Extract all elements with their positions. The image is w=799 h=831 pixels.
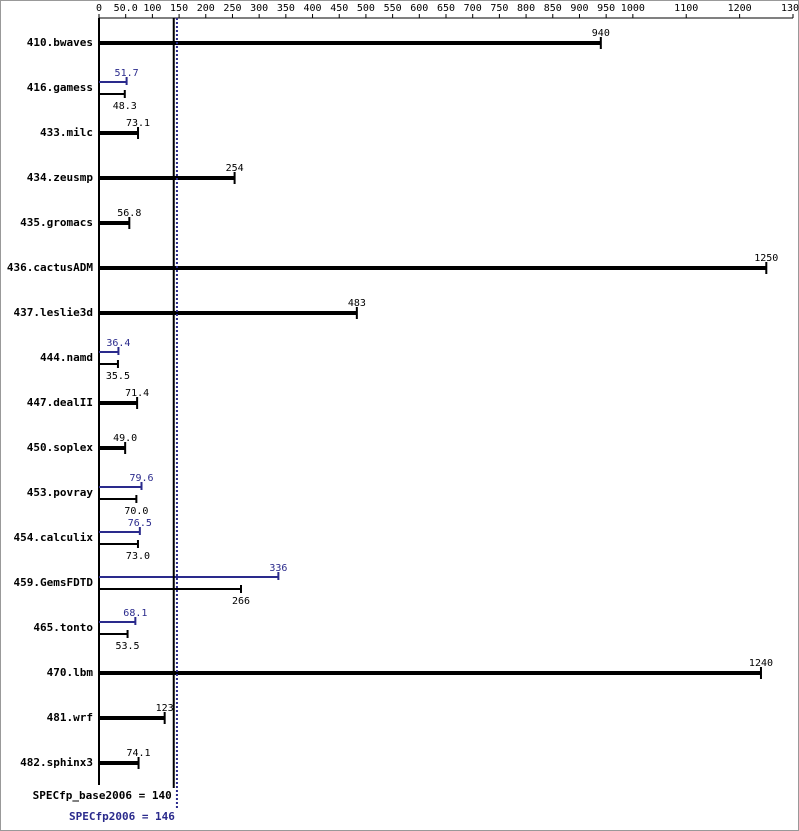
value-label: 266 (232, 596, 250, 607)
value-label: 70.0 (124, 506, 148, 517)
bar (99, 531, 140, 533)
value-label: 483 (348, 298, 366, 309)
category-label: 470.lbm (47, 666, 94, 679)
category-label: 447.dealII (27, 396, 93, 409)
x-tick-label: 550 (384, 3, 402, 14)
x-tick-label: 600 (410, 3, 428, 14)
x-tick-label: 1100 (674, 3, 698, 14)
bar (99, 93, 125, 95)
category-label: 433.milc (40, 126, 93, 139)
category-label: 434.zeusmp (27, 171, 94, 184)
value-label: 68.1 (123, 608, 147, 619)
bar (99, 81, 127, 83)
x-tick-label: 50.0 (114, 3, 138, 14)
bar (99, 41, 601, 45)
category-label: 416.gamess (27, 81, 93, 94)
x-tick-label: 900 (570, 3, 588, 14)
bar (99, 351, 119, 353)
category-label: 481.wrf (47, 711, 93, 724)
x-tick-label: 650 (437, 3, 455, 14)
x-tick-label: 0 (96, 3, 102, 14)
value-label: 76.5 (128, 518, 152, 529)
x-tick-label: 300 (250, 3, 268, 14)
category-label: 450.soplex (27, 441, 94, 454)
bar (99, 221, 130, 225)
category-label: 465.tonto (33, 621, 93, 634)
bar (99, 633, 128, 635)
x-tick-label: 400 (304, 3, 322, 14)
bar (99, 498, 137, 500)
bar (99, 486, 142, 488)
category-label: 444.namd (40, 351, 93, 364)
bar (99, 446, 126, 450)
value-label: 56.8 (117, 208, 141, 219)
bar (99, 761, 139, 765)
category-label: 454.calculix (14, 531, 94, 544)
value-label: 73.0 (126, 551, 150, 562)
bar (99, 543, 138, 545)
bar (99, 671, 761, 675)
bar (99, 311, 357, 315)
x-tick-label: 350 (277, 3, 295, 14)
category-label: 482.sphinx3 (20, 756, 93, 769)
value-label: 53.5 (116, 641, 140, 652)
x-tick-label: 850 (544, 3, 562, 14)
x-tick-label: 250 (223, 3, 241, 14)
x-tick-label: 800 (517, 3, 535, 14)
bar (99, 401, 138, 405)
value-label: 36.4 (106, 338, 130, 349)
bar (99, 716, 165, 720)
value-label: 35.5 (106, 371, 130, 382)
value-label: 1240 (749, 658, 773, 669)
value-label: 123 (156, 703, 174, 714)
x-tick-label: 950 (597, 3, 615, 14)
x-tick-label: 1300 (781, 3, 799, 14)
category-label: 453.povray (27, 486, 94, 499)
reference-label: SPECfp_base2006 = 140 (33, 789, 172, 802)
x-tick-label: 700 (464, 3, 482, 14)
value-label: 73.1 (126, 118, 150, 129)
value-label: 74.1 (127, 748, 151, 759)
category-label: 435.gromacs (20, 216, 93, 229)
x-tick-label: 1200 (728, 3, 752, 14)
value-label: 51.7 (115, 68, 139, 79)
x-tick-label: 150 (170, 3, 188, 14)
x-tick-label: 450 (330, 3, 348, 14)
value-label: 1250 (754, 253, 778, 264)
value-label: 49.0 (113, 433, 137, 444)
bar (99, 588, 242, 590)
bar (99, 576, 279, 578)
value-label: 79.6 (129, 473, 153, 484)
x-tick-label: 200 (197, 3, 215, 14)
value-label: 48.3 (113, 101, 137, 112)
value-label: 71.4 (125, 388, 149, 399)
bar (99, 363, 118, 365)
value-label: 254 (226, 163, 244, 174)
x-tick-label: 750 (490, 3, 508, 14)
value-label: 940 (592, 28, 610, 39)
category-label: 436.cactusADM (7, 261, 93, 274)
bar (99, 266, 767, 270)
x-tick-label: 100 (143, 3, 161, 14)
x-tick-label: 500 (357, 3, 375, 14)
category-label: 437.leslie3d (14, 306, 93, 319)
bar (99, 131, 139, 135)
bar (99, 621, 136, 623)
bar (99, 176, 235, 180)
x-tick-label: 1000 (621, 3, 645, 14)
category-label: 459.GemsFDTD (14, 576, 94, 589)
category-label: 410.bwaves (27, 36, 93, 49)
reference-label: SPECfp2006 = 146 (69, 810, 175, 823)
value-label: 336 (269, 563, 287, 574)
